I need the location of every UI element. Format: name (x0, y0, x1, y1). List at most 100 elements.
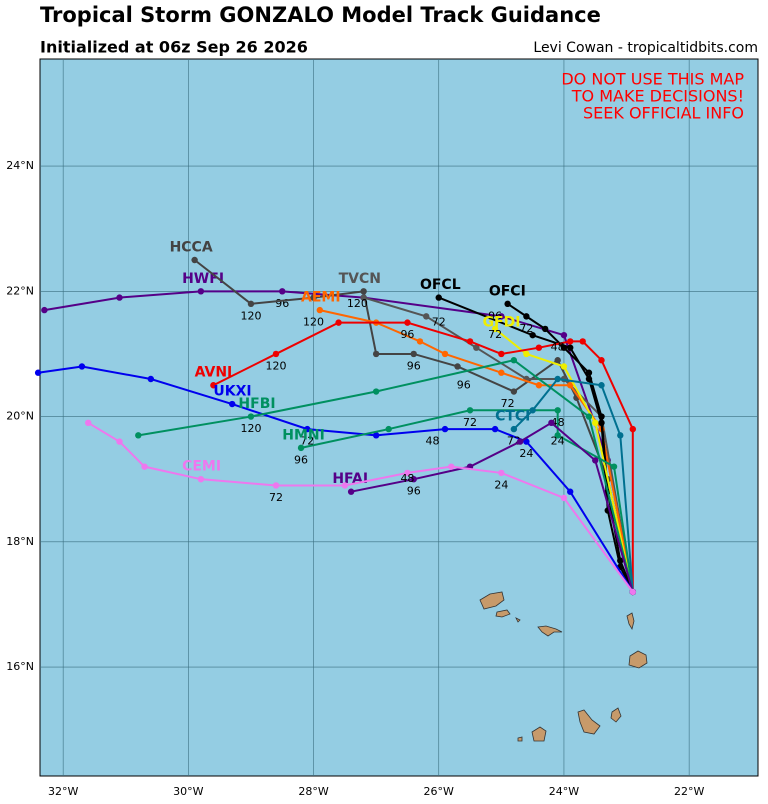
hour-label: 72 (432, 316, 446, 329)
track-point (473, 344, 480, 351)
track-point (147, 375, 154, 383)
model-name: HMNI (282, 427, 325, 443)
hour-label: 96 (275, 297, 289, 310)
track-point (598, 357, 605, 364)
track-point (567, 488, 574, 495)
track-point (592, 457, 599, 464)
track-point (592, 419, 599, 427)
model-track: 96 72 OFCI (488, 283, 637, 596)
track-point (435, 294, 442, 301)
model-track: 72 24 48 CEMI (85, 419, 637, 596)
track-point (279, 288, 286, 295)
track-point (529, 407, 536, 414)
track-point (197, 288, 205, 295)
credit: Levi Cowan - tropicaltidbits.com (533, 40, 758, 56)
hour-label: 48 (400, 472, 414, 485)
track-point (554, 375, 561, 383)
hour-label: 96 (488, 309, 502, 322)
hour-label: 72 (488, 328, 502, 341)
track-point (272, 482, 280, 489)
track-point (491, 425, 499, 433)
track-point (441, 425, 449, 433)
model-name: CTCI (495, 409, 530, 425)
track-point (567, 344, 574, 351)
hour-label: 120 (303, 316, 324, 329)
lat-label: 18°N (6, 535, 34, 548)
track-point (585, 413, 593, 420)
track-point (617, 432, 624, 439)
hour-label: 120 (347, 297, 368, 310)
track-point (598, 413, 605, 420)
hour-label: 24 (551, 435, 565, 448)
track-point (297, 444, 305, 452)
warning-line: SEEK OFFICIAL INFO (583, 104, 744, 123)
hour-label: 96 (407, 485, 421, 498)
lon-label: 26°W (424, 785, 454, 798)
track-point (423, 313, 430, 320)
track-point (304, 425, 311, 433)
model-name: GFDI (483, 315, 521, 331)
hour-label: 72 (300, 435, 314, 448)
hour-label: 24 (519, 447, 533, 460)
track-point (454, 363, 461, 370)
track-point (523, 438, 530, 445)
track-point (247, 413, 255, 420)
lat-label: 22°N (6, 284, 34, 297)
track-point (410, 475, 417, 483)
model-name: OFCI (489, 283, 526, 299)
track-point (498, 313, 505, 320)
track-line (138, 359, 634, 593)
lat-label: 16°N (6, 660, 34, 673)
track-point (416, 338, 424, 345)
track-point (410, 350, 417, 358)
track-line (513, 377, 634, 592)
model-name: AEMI (301, 290, 341, 306)
warning-line: DO NOT USE THIS MAP (561, 70, 744, 89)
track-point (341, 482, 349, 489)
lon-label: 32°W (48, 785, 78, 798)
hour-label: 120 (265, 359, 286, 372)
track-point (516, 438, 524, 445)
warning-line: TO MAKE DECISIONS! (571, 87, 744, 106)
track-point (535, 344, 543, 351)
hour-label: 72 (519, 322, 533, 335)
track-point (510, 388, 518, 395)
track-point (85, 419, 92, 427)
track-point (541, 325, 549, 333)
track-point (510, 357, 518, 364)
track-point (228, 400, 236, 408)
track-point (272, 350, 280, 358)
model-name: HCCA (170, 239, 213, 255)
track-point (498, 350, 505, 358)
track-point (629, 588, 637, 596)
model-track: 72 OFCL (420, 277, 637, 596)
model-name: TVCN (339, 271, 381, 287)
track-point (491, 325, 499, 333)
track-point (617, 557, 624, 564)
track-point (441, 350, 449, 358)
model-name: CEMI (182, 459, 221, 475)
track-point (310, 294, 317, 301)
track-point (78, 363, 86, 370)
track-point (529, 331, 536, 339)
hour-label: 120 (240, 422, 261, 435)
hour-label: 96 (457, 378, 471, 391)
track-point (116, 438, 123, 445)
hour-label: 72 (269, 491, 283, 504)
lon-label: 30°W (173, 785, 203, 798)
track-line (212, 321, 634, 592)
track-point (360, 294, 367, 301)
islands (479, 591, 648, 742)
track-point (191, 256, 198, 264)
track-point (560, 494, 568, 502)
model-name: AVNI (195, 365, 233, 381)
model-name: HFBI (238, 396, 275, 412)
model-track: 120 HFBI (135, 357, 637, 596)
hour-label: 48 (551, 341, 565, 354)
track-point (610, 463, 618, 470)
lat-label: 24°N (6, 159, 34, 172)
